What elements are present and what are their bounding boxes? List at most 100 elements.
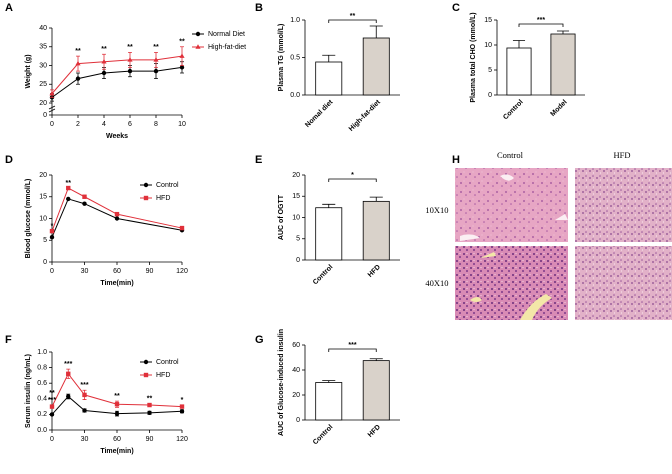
marker: [153, 68, 159, 74]
marker: [127, 68, 133, 74]
x-tick-label: 0: [50, 121, 54, 128]
significance-label: **: [66, 180, 72, 187]
marker: [114, 211, 120, 217]
marker: [114, 402, 120, 407]
marker: [143, 182, 149, 188]
legend-label: High-fat-diet: [208, 44, 246, 51]
y-axis-label: Plasma TG (mmol/L): [278, 24, 285, 92]
marker: [153, 57, 159, 62]
y-tick-label: 15: [484, 17, 492, 24]
significance-label: ***: [80, 382, 88, 389]
x-tick-label: 0: [50, 268, 54, 275]
error-bar: [322, 54, 336, 62]
marker: [82, 392, 87, 398]
y-tick-label: 0.5: [290, 54, 300, 61]
x-tick-label: 30: [81, 268, 89, 275]
marker: [82, 201, 87, 206]
row-label: 40X10: [425, 278, 448, 288]
marker: [114, 411, 120, 416]
x-axis-label: Time(min): [100, 448, 133, 455]
marker: [66, 371, 71, 377]
bar: [550, 33, 576, 96]
y-axis-label: Weight (g): [25, 54, 32, 88]
significance-label: **: [153, 44, 159, 51]
marker: [143, 195, 149, 201]
significance-label: **: [147, 395, 153, 402]
marker: [179, 225, 185, 231]
y-tick-label: 30: [39, 62, 47, 69]
chart-panel: B 0.0 0.5 1.0 Plasma TG (mmol/L) Nomal diet Hi…: [255, 2, 400, 133]
significance-label: **: [75, 48, 81, 55]
bar: [362, 200, 390, 261]
y-tick-label: 0: [296, 417, 300, 424]
y-axis-label: Plasma total CHO (mmol/L): [470, 12, 477, 102]
marker: [66, 185, 71, 191]
x-tick-label: High-fat-diet: [348, 98, 383, 133]
marker: [127, 57, 133, 62]
y-tick-label: 40: [39, 25, 47, 32]
legend-label: Control: [156, 182, 179, 189]
y-tick-label: 5: [488, 67, 492, 74]
column-label: Control: [497, 150, 524, 160]
y-tick-label: 10: [484, 42, 492, 49]
marker: [147, 402, 152, 408]
x-tick-label: 2: [76, 121, 80, 128]
series-line: [51, 395, 183, 415]
significance-bracket: [518, 23, 564, 27]
y-tick-label: 0.6: [37, 380, 47, 387]
x-tick-label: 0: [50, 436, 54, 443]
marker: [114, 216, 120, 221]
error-bar: [322, 203, 336, 208]
marker: [101, 70, 107, 76]
marker: [143, 359, 149, 365]
y-tick-label: 15: [39, 194, 47, 201]
series-line: [51, 55, 183, 94]
histology-panel: H Control HFD 10X10 40X10: [425, 150, 672, 320]
y-tick-label: 0.0: [37, 427, 47, 434]
y-tick-label: 20: [292, 392, 300, 399]
chart-panel: E 0 5 10 15 20 AUC of OGTT Control HFD *: [255, 154, 400, 286]
y-tick-label: 10: [292, 214, 300, 221]
significance-label: *: [351, 172, 354, 179]
bar: [362, 360, 390, 421]
y-tick-label: 0: [296, 257, 300, 264]
error-bar: [556, 30, 570, 34]
significance-label: **: [101, 46, 107, 53]
error-bar: [369, 25, 383, 38]
legend-label: Normal Diet: [208, 31, 245, 38]
marker: [49, 90, 55, 96]
y-tick-label: 35: [39, 44, 47, 51]
marker: [75, 60, 81, 66]
row-label: 10X10: [425, 205, 448, 215]
x-tick-label: Model: [549, 99, 568, 118]
bar: [315, 61, 343, 96]
y-axis-label: Blood glucose (mmol/L): [25, 179, 32, 259]
marker: [179, 409, 185, 414]
x-tick-label: 90: [146, 436, 154, 443]
y-tick-label: 1.0: [37, 349, 47, 356]
y-tick-label: 40: [292, 367, 300, 374]
y-tick-label: 20: [292, 172, 300, 179]
significance-label: ***: [348, 342, 356, 349]
marker: [75, 76, 81, 81]
x-tick-label: 60: [113, 436, 121, 443]
y-tick-label: 5: [43, 237, 47, 244]
micrograph: [455, 168, 568, 242]
x-tick-label: 30: [81, 436, 89, 443]
x-tick-label: Nomal diet: [304, 98, 335, 129]
significance-label: *: [181, 397, 184, 404]
significance-label: **: [114, 393, 120, 400]
error-bar: [512, 40, 526, 48]
marker: [49, 228, 55, 234]
micrograph: [575, 246, 672, 320]
bar: [362, 37, 390, 96]
significance-label: *: [51, 223, 54, 230]
y-tick-label: 15: [292, 193, 300, 200]
marker: [195, 31, 201, 37]
marker: [49, 235, 55, 240]
y-tick-label: 25: [39, 81, 47, 88]
panel-letter: E: [255, 154, 262, 166]
significance-bracket: [328, 178, 377, 182]
panel-letter: C: [452, 2, 460, 14]
